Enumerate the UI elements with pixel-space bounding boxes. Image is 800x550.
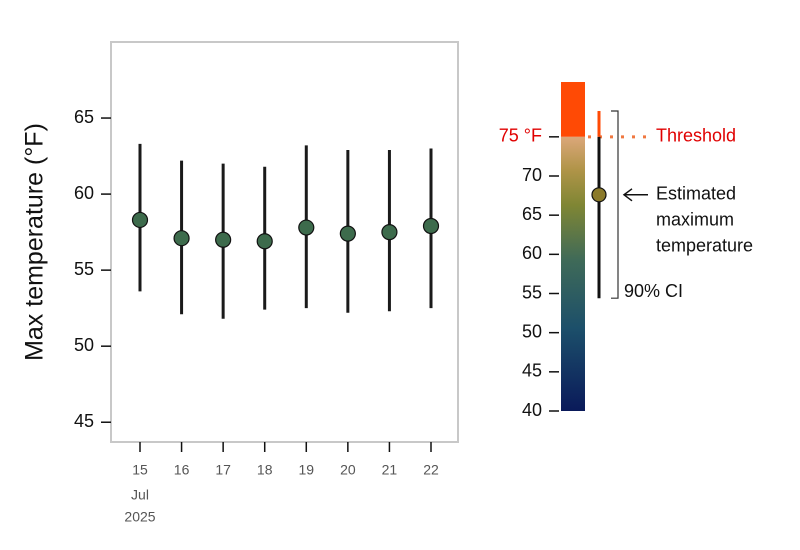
y-tick-label: 45 — [74, 411, 94, 431]
colorbar — [561, 136, 585, 412]
y-tick-label: 65 — [74, 107, 94, 127]
y-tick-label: 55 — [74, 259, 94, 279]
estimate-label: temperature — [656, 236, 753, 256]
colorbar-tick-label: 55 — [522, 282, 542, 302]
ci-bracket — [611, 110, 619, 299]
point — [256, 233, 273, 250]
point — [339, 225, 356, 242]
point — [131, 211, 149, 229]
colorbar-tick-label: 65 — [522, 204, 542, 224]
threshold-text: Threshold — [656, 126, 736, 146]
x-year-label: 2025 — [124, 509, 155, 525]
ci-label: 90% CI — [624, 281, 683, 301]
y-tick-label: 60 — [74, 183, 94, 203]
estimate-label: maximum — [656, 210, 734, 230]
colorbar-tick-label: 60 — [522, 243, 542, 263]
colorbar-tick-label: 70 — [522, 165, 542, 185]
x-tick-label: 22 — [423, 462, 439, 478]
x-tick-label: 21 — [382, 462, 398, 478]
x-tick-label: 15 — [132, 462, 148, 478]
colorbar-tick-label: 45 — [522, 361, 542, 381]
x-tick-label: 18 — [257, 462, 273, 478]
point — [381, 224, 398, 241]
plot-frame — [110, 41, 459, 443]
colorbar-tick-label: 50 — [522, 321, 542, 341]
y-tick-label: 50 — [74, 335, 94, 355]
x-month-label: Jul — [131, 487, 149, 503]
colorbar-tick-label: 40 — [522, 400, 542, 420]
point — [173, 230, 190, 247]
example-point — [591, 187, 607, 203]
x-tick-label: 20 — [340, 462, 356, 478]
threshold-label: 75 °F — [499, 126, 542, 146]
x-tick-label: 17 — [215, 462, 231, 478]
estimate-label: Estimated — [656, 184, 736, 204]
colorbar-upper — [561, 82, 585, 137]
point — [422, 217, 440, 235]
point — [298, 219, 315, 236]
point — [215, 231, 232, 248]
y-axis-label: Max temperature (°F) — [21, 123, 49, 361]
estimate-arrow — [622, 188, 648, 202]
x-tick-label: 19 — [298, 462, 314, 478]
x-tick-label: 16 — [174, 462, 190, 478]
